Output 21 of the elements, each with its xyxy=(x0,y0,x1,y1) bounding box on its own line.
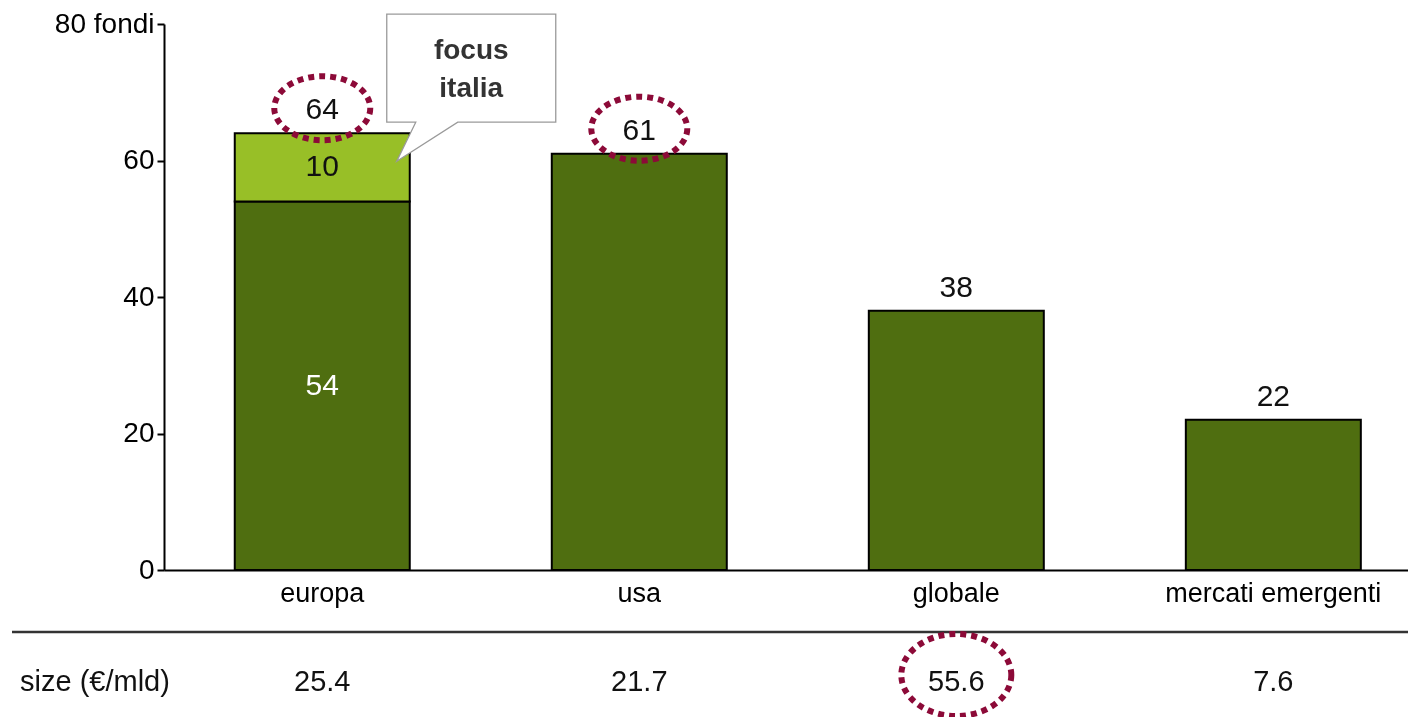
total-label: 38 xyxy=(939,269,973,303)
x-tick-label: europa xyxy=(280,577,366,608)
total-label: 22 xyxy=(1256,378,1291,412)
y-tick-label: 60 xyxy=(123,144,155,175)
annotation: focus italia xyxy=(433,34,509,104)
data-label: 10 xyxy=(305,149,339,183)
text: 55.6 xyxy=(928,665,985,697)
total-label: 64 xyxy=(305,92,339,126)
x-tick-label: usa xyxy=(617,577,663,608)
text: size (€/mld) xyxy=(20,665,170,697)
text: 21.7 xyxy=(611,665,668,697)
y-tick-label: 0 xyxy=(138,553,155,585)
total-label: 61 xyxy=(622,112,656,146)
y-tick-label: 80 fondi xyxy=(54,7,155,39)
x-tick-label: mercati emergenti xyxy=(1165,577,1382,608)
text: 25.4 xyxy=(294,665,351,697)
x-tick-label: globale xyxy=(912,577,1000,608)
y-tick-label: 40 xyxy=(123,280,155,312)
y-tick-label: 20 xyxy=(123,417,155,448)
data-label: 54 xyxy=(305,367,339,401)
text: 7.6 xyxy=(1253,665,1294,697)
